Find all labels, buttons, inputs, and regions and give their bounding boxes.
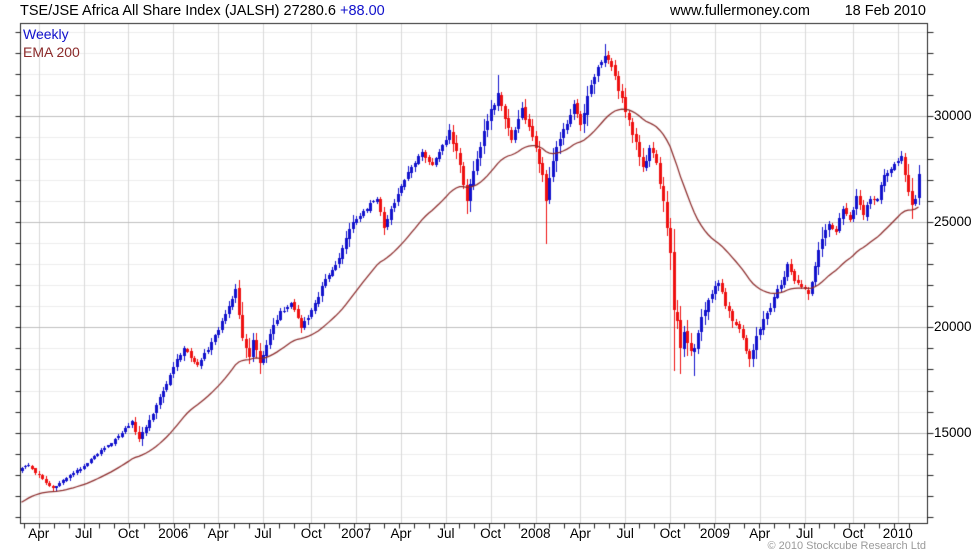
y-axis-tick-label: 15000 [934, 424, 972, 440]
x-axis-tick-label: Jul [437, 526, 455, 541]
x-axis-tick-label: Oct [659, 526, 681, 541]
legend-ema-200: EMA 200 [23, 44, 80, 60]
x-axis-tick-label: Apr [390, 526, 412, 541]
x-axis-tick-label: Apr [28, 526, 50, 541]
x-axis-tick-label: 2009 [699, 526, 730, 541]
y-axis-tick-label: 30000 [934, 108, 972, 124]
x-axis-tick-label: Oct [300, 526, 322, 541]
x-axis-tick-label: Oct [842, 526, 864, 541]
x-axis-tick-label: Jul [616, 526, 634, 541]
y-axis-tick-label: 20000 [934, 319, 972, 335]
y-axis-tick-label: 25000 [934, 213, 972, 229]
x-axis-tick-label: 2008 [520, 526, 551, 541]
x-axis-tick-label: Apr [749, 526, 771, 541]
legend-timeframe: Weekly [23, 26, 69, 42]
x-axis-tick-label: Jul [796, 526, 814, 541]
copyright-notice: © 2010 Stockcube Research Ltd [767, 540, 926, 552]
x-axis-tick-label: Apr [569, 526, 591, 541]
x-axis-tick-label: Oct [117, 526, 139, 541]
x-axis-tick-label: 2007 [341, 526, 372, 541]
x-axis-tick-label: 2010 [882, 526, 913, 541]
x-axis-tick-label: Jul [74, 526, 93, 541]
x-axis-tick-label: 2006 [158, 526, 189, 541]
x-axis-tick-label: Oct [480, 526, 502, 541]
x-axis-tick-label: Apr [207, 526, 229, 541]
x-axis-tick-label: Jul [254, 526, 272, 541]
